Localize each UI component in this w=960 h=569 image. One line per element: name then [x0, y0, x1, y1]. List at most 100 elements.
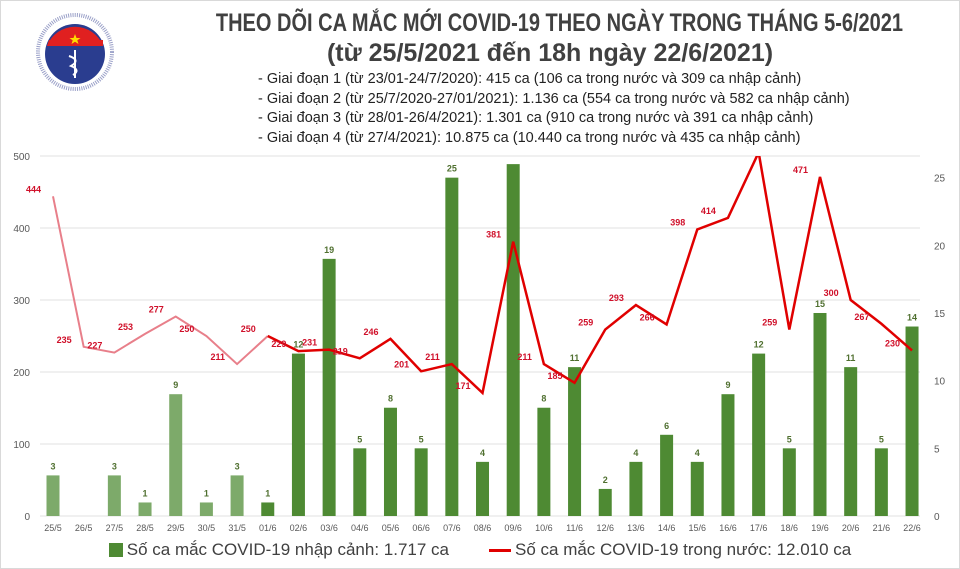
x-tick-label: 18/6 — [781, 523, 799, 533]
bar-29/5 — [169, 394, 183, 516]
bar-label: 19 — [324, 245, 334, 255]
bar-11/6 — [568, 367, 582, 516]
bar-27/5 — [107, 475, 121, 516]
line-label: 211 — [211, 352, 226, 362]
bar-label: 1 — [265, 488, 270, 498]
line-label: 250 — [179, 324, 194, 334]
x-tick-label: 03/6 — [320, 523, 338, 533]
y-left-tick-label: 400 — [13, 224, 30, 235]
bar-19/6 — [813, 312, 827, 516]
ministry-of-health-logo — [36, 13, 114, 91]
y-left-tick-label: 200 — [13, 368, 30, 379]
line-label: 277 — [149, 305, 164, 315]
x-tick-label: 22/6 — [903, 523, 921, 533]
bar-label: 5 — [357, 434, 362, 444]
bar-label: 14 — [907, 313, 917, 323]
bar-label: 12 — [754, 340, 764, 350]
line-label: 171 — [455, 381, 470, 391]
x-tick-label: 06/6 — [412, 523, 430, 533]
x-tick-label: 28/5 — [136, 523, 154, 533]
x-tick-label: 07/6 — [443, 523, 461, 533]
bar-06/6 — [414, 448, 428, 516]
bar-label: 5 — [419, 434, 424, 444]
bar-label: 12 — [293, 340, 303, 350]
x-tick-label: 02/6 — [290, 523, 308, 533]
chart-title-wrapper: THEO DÕI CA MẮC MỚI COVID-19 THEO NGÀY T… — [130, 8, 950, 38]
line-label: 259 — [578, 318, 593, 328]
phase-3: - Giai đoạn 3 (từ 28/01-26/4/2021): 1.30… — [258, 110, 814, 126]
line-series — [267, 156, 913, 396]
x-tick-label: 31/5 — [228, 523, 246, 533]
bar-14/6 — [660, 434, 674, 516]
line-label: 246 — [363, 327, 378, 337]
line-label: 211 — [425, 352, 440, 362]
y-right-tick-label: 0 — [934, 512, 940, 523]
y-right-tick-label: 15 — [934, 309, 946, 320]
line-label: 253 — [118, 322, 133, 332]
bar-label: 2 — [603, 475, 608, 485]
bar-22/6 — [905, 326, 919, 516]
chart-subtitle: (từ 25/5/2021 đến 18h ngày 22/6/2021) — [326, 39, 774, 67]
bar-15/6 — [690, 461, 704, 516]
line-label: 444 — [26, 184, 41, 194]
x-tick-label: 05/6 — [382, 523, 400, 533]
phase-1: - Giai đoạn 1 (từ 23/01-24/7/2020): 415 … — [258, 71, 802, 87]
line-label: 219 — [333, 346, 348, 356]
x-tick-label: 15/6 — [689, 523, 707, 533]
bar-12/6 — [598, 488, 612, 516]
bar-label: 5 — [879, 434, 884, 444]
x-tick-label: 20/6 — [842, 523, 860, 533]
bar-05/6 — [383, 407, 397, 516]
bar-21/6 — [874, 448, 888, 516]
x-tick-label: 30/5 — [198, 523, 216, 533]
line-label: 201 — [394, 359, 409, 369]
x-tick-label: 25/5 — [44, 523, 62, 533]
x-tick-label: 08/6 — [474, 523, 492, 533]
bar-label: 6 — [664, 421, 669, 431]
line-swatch — [489, 548, 511, 552]
line-label: 471 — [793, 165, 808, 175]
x-tick-label: 16/6 — [719, 523, 737, 533]
line-label: 229 — [271, 339, 286, 349]
bar-label: 9 — [173, 380, 178, 390]
bar-label: 4 — [633, 448, 638, 458]
x-tick-label: 29/5 — [167, 523, 185, 533]
x-tick-label: 13/6 — [627, 523, 645, 533]
line-label: 227 — [87, 341, 102, 351]
x-tick-label: 10/6 — [535, 523, 553, 533]
bar-30/5 — [199, 502, 213, 516]
x-tick-label: 11/6 — [566, 523, 583, 533]
bar-label: 11 — [846, 353, 856, 363]
x-tick-label: 14/6 — [658, 523, 676, 533]
bar-10/6 — [537, 407, 551, 516]
bar-08/6 — [476, 461, 490, 516]
x-tick-label: 09/6 — [504, 523, 522, 533]
bar-16/6 — [721, 394, 735, 516]
legend-label: Số ca mắc COVID-19 trong nước: 12.010 ca — [515, 540, 852, 559]
phase-summary: - Giai đoạn 1 (từ 23/01-24/7/2020): 415 … — [258, 70, 850, 148]
x-tick-label: 19/6 — [811, 523, 829, 533]
x-tick-label: 12/6 — [596, 523, 614, 533]
legend: Số ca mắc COVID-19 nhập cảnh: 1.717 ca S… — [0, 540, 960, 560]
x-tick-label: 26/5 — [75, 523, 93, 533]
bar-17/6 — [752, 353, 766, 516]
phase-2: - Giai đoạn 2 (từ 25/7/2020-27/01/2021):… — [258, 90, 850, 107]
legend-item-imported: Số ca mắc COVID-19 nhập cảnh: 1.717 ca — [108, 540, 449, 560]
bar-label: 9 — [725, 380, 730, 390]
bar-31/5 — [230, 475, 244, 516]
line-label: 185 — [548, 371, 563, 381]
line-label: 266 — [640, 312, 655, 322]
y-left-tick-label: 300 — [13, 296, 30, 307]
line-label: 231 — [302, 338, 317, 348]
legend-item-domestic: Số ca mắc COVID-19 trong nước: 12.010 ca — [489, 540, 851, 560]
line-label: 211 — [517, 352, 532, 362]
bar-label: 8 — [541, 394, 546, 404]
bar-label: 1 — [143, 488, 148, 498]
x-tick-label: 27/5 — [106, 523, 124, 533]
line-label: 381 — [486, 230, 501, 240]
bar-label: 3 — [112, 461, 117, 471]
x-tick-label: 04/6 — [351, 523, 369, 533]
y-left-tick-label: 500 — [13, 152, 30, 163]
line-label: 398 — [670, 217, 685, 227]
